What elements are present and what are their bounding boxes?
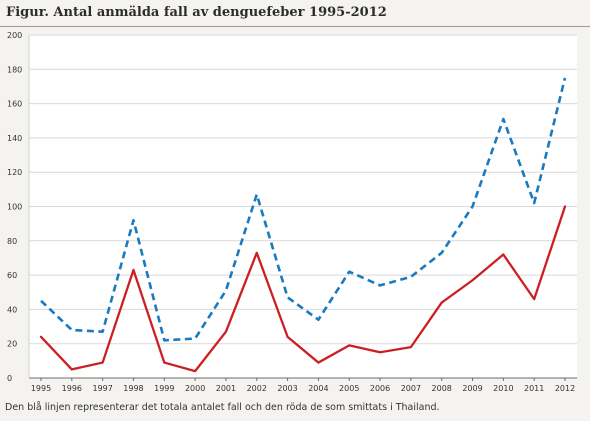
y-tick-label: 60 xyxy=(7,271,17,280)
gridlines xyxy=(29,34,577,378)
axes xyxy=(28,35,577,381)
x-tick-label: 2002 xyxy=(247,384,267,393)
chart-caption: Den blå linjen representerar det totala … xyxy=(5,402,440,413)
x-tick-label: 1997 xyxy=(92,384,112,393)
series-line-total xyxy=(40,77,567,342)
x-tick-label: 1996 xyxy=(62,384,82,393)
title-divider xyxy=(0,26,590,27)
y-tick-label: 160 xyxy=(7,100,22,109)
x-tick-label: 1998 xyxy=(123,384,143,393)
x-tick-label: 2009 xyxy=(462,384,482,393)
y-tick-label: 180 xyxy=(7,65,22,74)
x-tick-label: 2005 xyxy=(339,384,359,393)
y-tick-label: 20 xyxy=(7,340,17,349)
x-tick-label: 2010 xyxy=(493,384,513,393)
x-tick-label: 2011 xyxy=(524,384,544,393)
y-tick-label: 0 xyxy=(7,374,12,383)
y-tick-label: 80 xyxy=(7,237,17,246)
x-tick-label: 2012 xyxy=(555,384,575,393)
x-tick-label: 2003 xyxy=(277,384,297,393)
chart-title: Figur. Antal anmälda fall av denguefeber… xyxy=(6,5,387,20)
x-tick-label: 2008 xyxy=(432,384,452,393)
x-tick-label: 2007 xyxy=(401,384,421,393)
x-tick-label: 2000 xyxy=(185,384,205,393)
x-tick-label: 2001 xyxy=(216,384,236,393)
y-tick-label: 200 xyxy=(7,31,22,40)
y-tick-label: 40 xyxy=(7,305,17,314)
y-tick-label: 100 xyxy=(7,203,22,212)
series-line-thailand xyxy=(39,205,567,373)
x-tick-label: 2006 xyxy=(370,384,390,393)
series-lines xyxy=(39,77,567,373)
y-tick-label: 120 xyxy=(7,168,22,177)
x-tick-label: 1995 xyxy=(31,384,51,393)
x-tick-label: 1999 xyxy=(154,384,174,393)
y-tick-label: 140 xyxy=(7,134,22,143)
x-tick-label: 2004 xyxy=(308,384,328,393)
tick-labels: 0 20 40 60 80 100 120 140 160 180 200 1995 1996 1997 1… xyxy=(7,31,575,393)
